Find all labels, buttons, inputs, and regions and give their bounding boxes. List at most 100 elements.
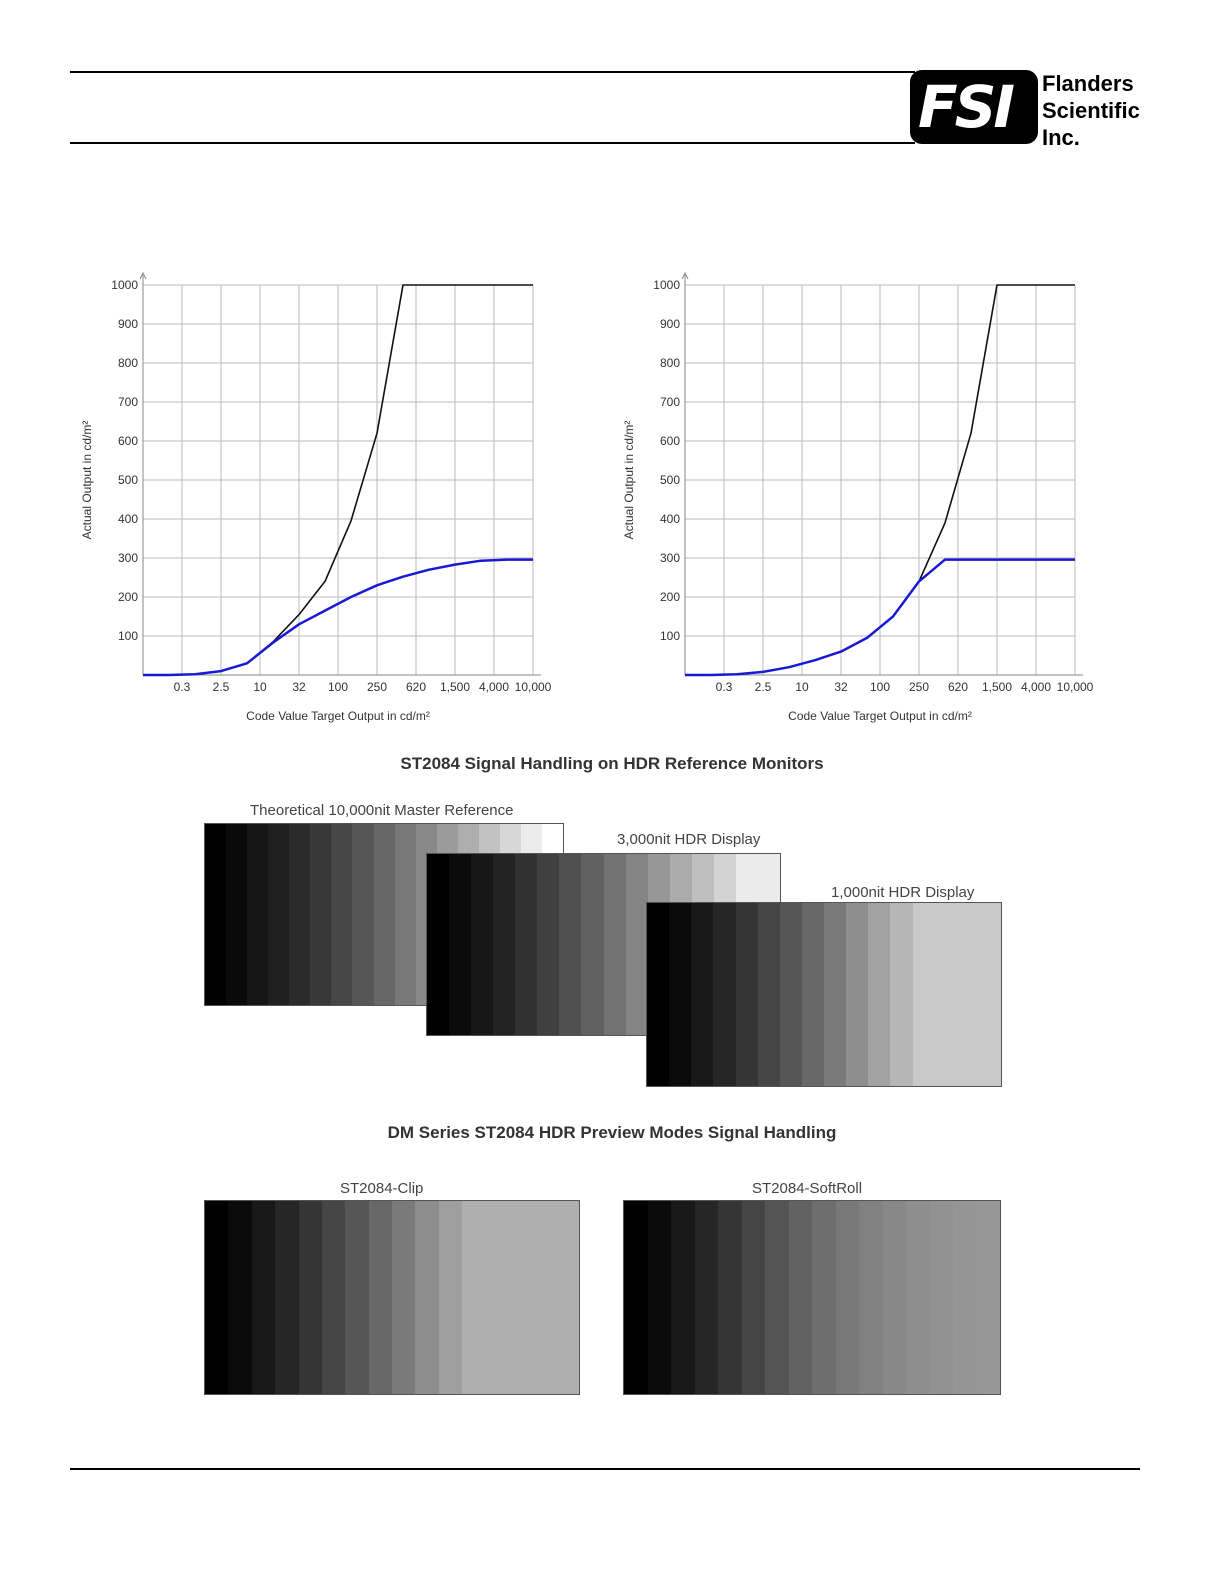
softroll-ramp-step	[647, 1201, 671, 1394]
clip-ramp-step	[205, 1201, 229, 1394]
clip-ramp-step	[321, 1201, 346, 1394]
display-1000-ramp-step	[824, 903, 847, 1086]
x-tick-label: 250	[367, 680, 387, 694]
x-tick-label: 10	[253, 680, 267, 694]
chart-clip-curve: 100 200 300 400 500 600 700 800 900 1000 0.3 2.5 10 3…	[612, 265, 1112, 740]
softroll-ramp-step	[976, 1201, 1000, 1394]
caption-preview-modes: DM Series ST2084 HDR Preview Modes Signa…	[387, 1123, 837, 1142]
y-tick-label: 600	[118, 434, 138, 448]
x-tick-label: 4,000	[479, 680, 509, 694]
master-ramp-step	[247, 824, 269, 1005]
x-tick-label: 10,000	[1057, 680, 1094, 694]
softroll-ramp-step	[953, 1201, 977, 1394]
chart-svg-right: 100 200 300 400 500 600 700 800 900 1000 0.3 2.5 10 3…	[622, 271, 1094, 723]
display-1000-ramp-step	[890, 903, 913, 1086]
master-ramp-step	[226, 824, 248, 1005]
series-line-2	[143, 558, 533, 677]
master-ramp-step	[352, 824, 374, 1005]
display-1000-ramp-step	[978, 903, 1001, 1086]
display-3000-ramp-step	[581, 854, 604, 1035]
y-axis-arrow	[681, 271, 689, 280]
display-1000-ramp-step	[956, 903, 979, 1086]
logo-mark-text: FSI	[918, 73, 1015, 141]
display-3000-ramp-step	[427, 854, 450, 1035]
master-ramp-step	[205, 824, 227, 1005]
softroll-ramp-step	[671, 1201, 695, 1394]
chart-svg-left: 100 200 300 400 500 600 700 800 900 1000 0.3 2.5 10 3…	[80, 271, 552, 723]
master-ramp-step	[268, 824, 290, 1005]
y-tick-label: 1000	[111, 278, 138, 292]
y-tick-label: 1000	[653, 278, 680, 292]
display-1000-ramp-step	[801, 903, 824, 1086]
footer-rule	[70, 1468, 1140, 1470]
clip-ramp-step	[392, 1201, 416, 1394]
display-3000-ramp-step	[471, 854, 494, 1035]
display-1000-ramp-step	[735, 903, 758, 1086]
clip-mode-ramp	[204, 1200, 580, 1395]
clip-ramp-step	[532, 1201, 556, 1394]
clip-ramp-step	[485, 1201, 509, 1394]
company-logo: FSI Flanders Scientific Inc.	[910, 70, 1150, 150]
display-3000-ramp-step	[603, 854, 626, 1035]
x-tick-label: 32	[834, 680, 848, 694]
x-axis-label: Code Value Target Output in cd/m²	[246, 709, 430, 723]
softroll-ramp-step	[906, 1201, 930, 1394]
fsi-logo-mark: FSI	[910, 70, 1038, 144]
company-name-line-1: Flanders	[1042, 71, 1134, 96]
x-tick-label: 2.5	[213, 680, 230, 694]
x-tick-label: 620	[948, 680, 968, 694]
x-tick-label: 10	[795, 680, 809, 694]
x-tick-label: 0.3	[716, 680, 733, 694]
display-3000-ramp-step	[625, 854, 648, 1035]
clip-ramp-step	[555, 1201, 579, 1394]
x-tick-label: 0.3	[174, 680, 191, 694]
caption-reference-monitors: ST2084 Signal Handling on HDR Reference …	[400, 754, 824, 773]
y-axis-arrow	[139, 271, 147, 280]
softroll-ramp-step	[765, 1201, 789, 1394]
master-ramp-step	[373, 824, 395, 1005]
display-3000-label: 3,000nit HDR Display	[617, 831, 761, 848]
x-axis-label: Code Value Target Output in cd/m²	[788, 709, 972, 723]
display-1000-ramp-step	[934, 903, 957, 1086]
x-tick-label: 1,500	[982, 680, 1012, 694]
display-1000-ramp-step	[647, 903, 670, 1086]
clip-ramp-step	[438, 1201, 463, 1394]
clip-ramp-step	[228, 1201, 252, 1394]
clip-ramp-step	[415, 1201, 439, 1394]
y-tick-label: 900	[660, 317, 680, 331]
y-tick-label: 100	[118, 629, 138, 643]
display-1000-ramp-step	[868, 903, 891, 1086]
display-3000-ramp-step	[493, 854, 516, 1035]
y-axis-label: Actual Output in cd/m²	[622, 421, 636, 540]
company-name-line-2: Scientific	[1042, 98, 1140, 123]
x-tick-label: 100	[328, 680, 348, 694]
softroll-ramp-step	[718, 1201, 742, 1394]
softroll-ramp-step	[624, 1201, 648, 1394]
chart-softroll-curve: 100 200 300 400 500 600 700 800 900 1000 0.3 2.5 10 3…	[70, 265, 570, 740]
softroll-mode-label: ST2084-SoftRoll	[752, 1180, 863, 1197]
display-3000-ramp-step	[537, 854, 560, 1035]
clip-ramp-step	[345, 1201, 369, 1394]
x-tick-label: 32	[292, 680, 306, 694]
y-tick-label: 400	[118, 512, 138, 526]
x-tick-label: 4,000	[1021, 680, 1051, 694]
clip-ramp-step	[368, 1201, 392, 1394]
y-tick-label: 100	[660, 629, 680, 643]
master-ramp-step	[310, 824, 332, 1005]
display-1000-ramp-step	[757, 903, 780, 1086]
softroll-ramp-step	[812, 1201, 836, 1394]
company-name-line-3: Inc.	[1042, 125, 1080, 150]
x-tick-label: 620	[406, 680, 426, 694]
y-tick-label: 500	[118, 473, 138, 487]
display-1000-ramp-step	[669, 903, 692, 1086]
header-bottom-rule	[70, 142, 915, 144]
y-tick-label: 200	[118, 590, 138, 604]
clip-ramp-step	[508, 1201, 533, 1394]
display-1000-ramp-step	[846, 903, 869, 1086]
y-tick-label: 200	[660, 590, 680, 604]
master-ramp-step	[289, 824, 311, 1005]
x-tick-label: 1,500	[440, 680, 470, 694]
x-tick-label: 2.5	[755, 680, 772, 694]
y-tick-label: 800	[660, 356, 680, 370]
softroll-ramp-step	[788, 1201, 812, 1394]
